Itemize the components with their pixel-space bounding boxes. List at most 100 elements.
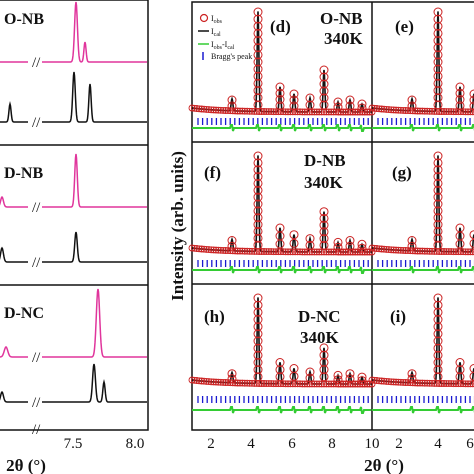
obs-point-L1 xyxy=(253,247,261,255)
obs-peak-R2-1 xyxy=(433,358,443,367)
obs-point-R0 xyxy=(462,108,470,116)
obs-peak-L2-5 xyxy=(319,343,329,353)
obs-point-L0 xyxy=(234,107,242,115)
obs-point-L1 xyxy=(248,247,256,255)
obs-point-L2 xyxy=(344,380,352,388)
obs-point-L1 xyxy=(339,248,347,256)
obs-point-L0 xyxy=(229,107,237,115)
obs-point-L2 xyxy=(322,380,330,388)
obs-peak-R1-2 xyxy=(455,239,465,249)
obs-point-L1 xyxy=(279,248,287,256)
obs-point-L0 xyxy=(274,108,282,116)
obs-peak-R1-1 xyxy=(433,199,443,209)
obs-point-R2 xyxy=(368,376,376,384)
obs-point-L2 xyxy=(205,378,213,386)
obs-peak-L1-3 xyxy=(289,230,299,240)
obs-point-R2 xyxy=(438,380,446,387)
obs-peak-L2-6 xyxy=(333,370,343,380)
left-label-dnb: D-NB xyxy=(4,165,43,182)
obs-point-L1 xyxy=(222,247,230,254)
obs-point-L1 xyxy=(234,247,242,255)
obs-peak-L0-1 xyxy=(253,28,263,38)
obs-peak-L2-2 xyxy=(275,372,285,382)
obs-peak-L2-0 xyxy=(227,369,237,379)
obs-point-L0 xyxy=(298,108,306,116)
obs-point-R2 xyxy=(382,377,390,385)
obs-peak-L1-5 xyxy=(319,234,329,244)
obs-peak-L1-5 xyxy=(319,240,329,250)
obs-point-R0 xyxy=(380,105,388,113)
obs-peak-L0-4 xyxy=(305,93,315,103)
obs-point-R0 xyxy=(447,108,455,116)
obs-point-L2 xyxy=(282,380,290,388)
diff-curve-L0 xyxy=(192,124,371,132)
obs-point-L2 xyxy=(198,377,206,385)
obs-peak-L0-0 xyxy=(227,101,237,111)
obs-point-L0 xyxy=(190,104,198,112)
obs-peak-L0-5 xyxy=(319,79,329,89)
right-xtick-6b: 6 xyxy=(466,436,474,452)
obs-point-L1 xyxy=(289,248,297,256)
obs-peak-R2-1 xyxy=(433,293,443,303)
obs-point-R2 xyxy=(416,379,424,387)
obs-point-R0 xyxy=(466,108,474,116)
obs-point-R2 xyxy=(414,379,422,387)
obs-point-L1 xyxy=(231,247,239,255)
panel-sample-h: D-NC xyxy=(298,307,341,326)
obs-peak-R1-0 xyxy=(407,236,417,245)
left-trace-low-2-1 xyxy=(0,390,28,403)
obs-point-R0 xyxy=(406,107,414,115)
obs-point-L0 xyxy=(188,104,196,112)
obs-point-L2 xyxy=(210,378,218,386)
obs-peak-R0-1 xyxy=(433,21,443,31)
obs-point-R1 xyxy=(380,245,388,253)
obs-point-L1 xyxy=(265,248,273,256)
obs-peak-L0-3 xyxy=(289,89,299,99)
obs-point-L0 xyxy=(325,108,333,116)
obs-point-R0 xyxy=(450,108,458,116)
obs-point-L2 xyxy=(289,380,297,388)
obs-point-L2 xyxy=(296,380,304,388)
obs-point-L1 xyxy=(284,248,292,256)
obs-point-R2 xyxy=(409,379,417,387)
obs-point-L2 xyxy=(265,380,273,388)
obs-point-L1 xyxy=(267,248,275,256)
obs-peak-R0-1 xyxy=(433,7,443,17)
obs-peak-R0-1 xyxy=(433,57,443,67)
obs-point-R2 xyxy=(387,378,395,386)
obs-point-L2 xyxy=(368,380,376,388)
obs-point-L0 xyxy=(301,108,309,116)
diff-curve-L1 xyxy=(192,266,371,274)
panel-letter-d: (d) xyxy=(270,17,291,36)
obs-point-R1 xyxy=(440,248,448,255)
obs-peak-L1-1 xyxy=(253,199,263,209)
obs-point-L1 xyxy=(330,248,338,256)
obs-peak-R1-1 xyxy=(433,240,443,250)
obs-point-R0 xyxy=(399,106,407,114)
obs-point-R0 xyxy=(428,107,436,115)
obs-peak-R2-1 xyxy=(433,336,443,346)
obs-point-R1 xyxy=(433,247,441,255)
obs-peak-R0-2 xyxy=(455,95,465,104)
obs-point-L1 xyxy=(337,248,345,256)
obs-point-R2 xyxy=(452,380,460,388)
obs-point-L2 xyxy=(279,380,287,388)
obs-point-R2 xyxy=(378,377,386,385)
obs-point-L1 xyxy=(303,248,311,256)
obs-point-R2 xyxy=(450,380,458,388)
left-trace-high-0-0 xyxy=(42,1,147,63)
obs-peak-L0-7 xyxy=(345,101,355,111)
obs-peak-L1-1 xyxy=(253,192,263,202)
obs-point-L0 xyxy=(332,108,340,116)
obs-point-L1 xyxy=(258,248,266,255)
obs-point-R1 xyxy=(373,245,381,252)
obs-point-R2 xyxy=(462,380,470,388)
obs-point-L1 xyxy=(198,245,206,253)
obs-point-L1 xyxy=(368,248,376,256)
obs-point-L2 xyxy=(318,380,326,388)
left-trace-low-1-0 xyxy=(0,195,28,208)
obs-peak-R2-2 xyxy=(455,372,465,382)
obs-peak-L0-1 xyxy=(253,43,263,53)
obs-point-L2 xyxy=(246,379,254,387)
obs-peak-L2-7 xyxy=(345,369,355,379)
